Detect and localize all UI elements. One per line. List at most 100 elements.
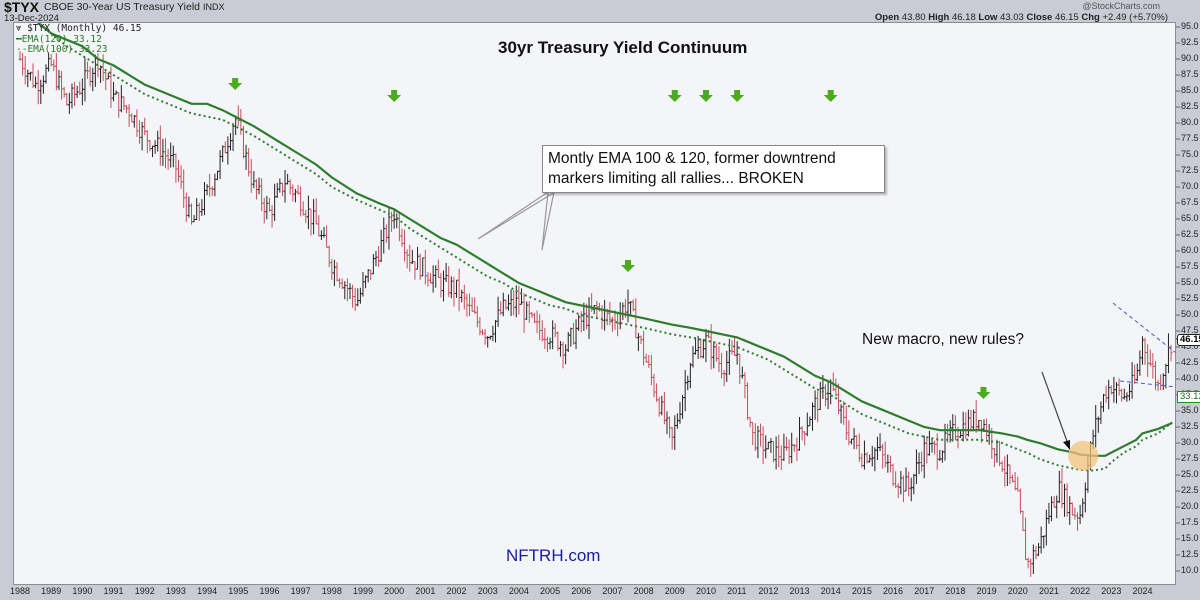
x-tick: 2024 <box>1132 586 1153 596</box>
legend-ema120-text: EMA(120) 33.12 <box>21 33 102 45</box>
low-label: Low <box>978 12 998 23</box>
y-tick: 20.0 <box>1181 501 1199 511</box>
x-tick: 1998 <box>321 586 342 596</box>
high-value: 46.18 <box>951 12 976 23</box>
y-tick: 25.0 <box>1181 469 1199 479</box>
last-price-label: 46.15 <box>1177 334 1200 346</box>
x-tick: 2004 <box>508 586 529 596</box>
y-tick: 10.0 <box>1181 565 1199 575</box>
x-tick: 2015 <box>851 586 872 596</box>
y-tick: 45.0 <box>1181 341 1199 351</box>
open-value: 43.80 <box>901 12 926 23</box>
y-tick: 52.5 <box>1181 293 1199 303</box>
down-arrow-icon <box>228 78 243 90</box>
y-tick: 60.0 <box>1181 245 1199 255</box>
x-tick: 1994 <box>197 586 218 596</box>
chg-label: Chg <box>1081 12 1100 23</box>
y-tick: 22.5 <box>1181 485 1199 495</box>
y-tick: 82.5 <box>1181 101 1199 111</box>
x-tick: 2022 <box>1070 586 1091 596</box>
y-tick: 67.5 <box>1181 197 1199 207</box>
y-tick: 70.0 <box>1181 181 1199 191</box>
exchange: INDX <box>202 2 225 12</box>
x-tick: 1992 <box>134 586 155 596</box>
y-tick: 90.0 <box>1181 53 1199 63</box>
macro-note: New macro, new rules? <box>862 331 1024 348</box>
watermark: NFTRH.com <box>506 546 601 565</box>
y-tick: 32.5 <box>1181 421 1199 431</box>
y-tick: 27.5 <box>1181 453 1199 463</box>
x-tick: 2013 <box>789 586 810 596</box>
down-arrow-icon <box>976 387 991 399</box>
copyright: @StockCharts.com <box>1082 1 1160 11</box>
x-tick: 2023 <box>1101 586 1122 596</box>
x-tick: 1993 <box>165 586 186 596</box>
x-tick: 2006 <box>571 586 592 596</box>
x-tick: 2017 <box>914 586 935 596</box>
y-tick: 65.0 <box>1181 213 1199 223</box>
x-tick: 2008 <box>633 586 654 596</box>
ohlc-summary: Open 43.80 High 46.18 Low 43.03 Close 46… <box>875 12 1168 23</box>
x-tick: 1996 <box>259 586 280 596</box>
open-label: Open <box>874 12 900 23</box>
y-tick: 35.0 <box>1181 405 1199 415</box>
y-tick: 95.0 <box>1181 21 1199 31</box>
y-tick: 92.5 <box>1181 37 1199 47</box>
plot-area[interactable] <box>13 22 1176 585</box>
description: CBOE 30-Year US Treasury Yield INDX <box>44 1 224 13</box>
chart-title: 30yr Treasury Yield Continuum <box>498 38 748 57</box>
y-tick: 50.0 <box>1181 309 1199 319</box>
x-tick: 2018 <box>945 586 966 596</box>
legend-ema100: --EMA(100) 33.23 <box>16 44 108 55</box>
y-tick: 62.5 <box>1181 229 1199 239</box>
y-tick: 12.5 <box>1181 549 1199 559</box>
y-tick: 30.0 <box>1181 437 1199 447</box>
chart-header: $TYX CBOE 30-Year US Treasury Yield INDX… <box>0 0 1200 24</box>
y-tick: 87.5 <box>1181 69 1199 79</box>
y-tick: 15.0 <box>1181 533 1199 543</box>
x-tick: 2012 <box>758 586 779 596</box>
y-tick: 47.5 <box>1181 325 1199 335</box>
chg-value: +2.49 (+5.70%) <box>1102 12 1169 23</box>
callout-box: Montly EMA 100 & 120, former downtrend m… <box>542 145 885 193</box>
low-value: 43.03 <box>1000 12 1024 23</box>
x-tick: 2001 <box>415 586 436 596</box>
x-tick: 1989 <box>41 586 62 596</box>
legend-ema120: ━EMA(120) 33.12 <box>16 33 102 45</box>
x-tick: 1988 <box>10 586 31 596</box>
legend-price-text: $TYX (Monthly) 46.15 <box>27 23 142 34</box>
x-tick: 1999 <box>352 586 373 596</box>
x-tick: 2009 <box>664 586 685 596</box>
down-arrow-icon <box>667 90 682 102</box>
x-tick: 1997 <box>290 586 311 596</box>
y-tick: 42.5 <box>1181 357 1199 367</box>
y-tick: 80.0 <box>1181 117 1199 127</box>
y-tick: 77.5 <box>1181 133 1199 143</box>
description-text: CBOE 30-Year US Treasury Yield <box>44 1 201 13</box>
x-tick: 1995 <box>228 586 249 596</box>
y-tick: 40.0 <box>1181 373 1199 383</box>
down-arrow-icon <box>730 90 745 102</box>
x-tick: 2002 <box>446 586 467 596</box>
down-arrow-icon <box>387 90 402 102</box>
close-label: Close <box>1026 12 1053 23</box>
x-tick: 2014 <box>820 586 841 596</box>
x-tick: 2005 <box>540 586 561 596</box>
down-arrow-icon <box>823 90 838 102</box>
down-arrow-icon <box>621 260 636 272</box>
x-tick: 2007 <box>602 586 623 596</box>
x-tick: 2021 <box>1038 586 1059 596</box>
x-tick: 2000 <box>384 586 405 596</box>
chart-date: 13-Dec-2024 <box>4 13 59 24</box>
legend: ⩔ $TYX (Monthly) 46.15 ━EMA(120) 33.12 -… <box>16 23 142 56</box>
y-tick: 57.5 <box>1181 261 1199 271</box>
x-tick: 2010 <box>695 586 716 596</box>
x-tick: 2003 <box>477 586 498 596</box>
y-tick: 17.5 <box>1181 517 1199 527</box>
down-arrow-icon <box>698 90 713 102</box>
symbol: $TYX <box>4 0 40 15</box>
x-tick: 1990 <box>72 586 93 596</box>
x-tick: 2020 <box>1007 586 1028 596</box>
y-tick: 75.0 <box>1181 149 1199 159</box>
